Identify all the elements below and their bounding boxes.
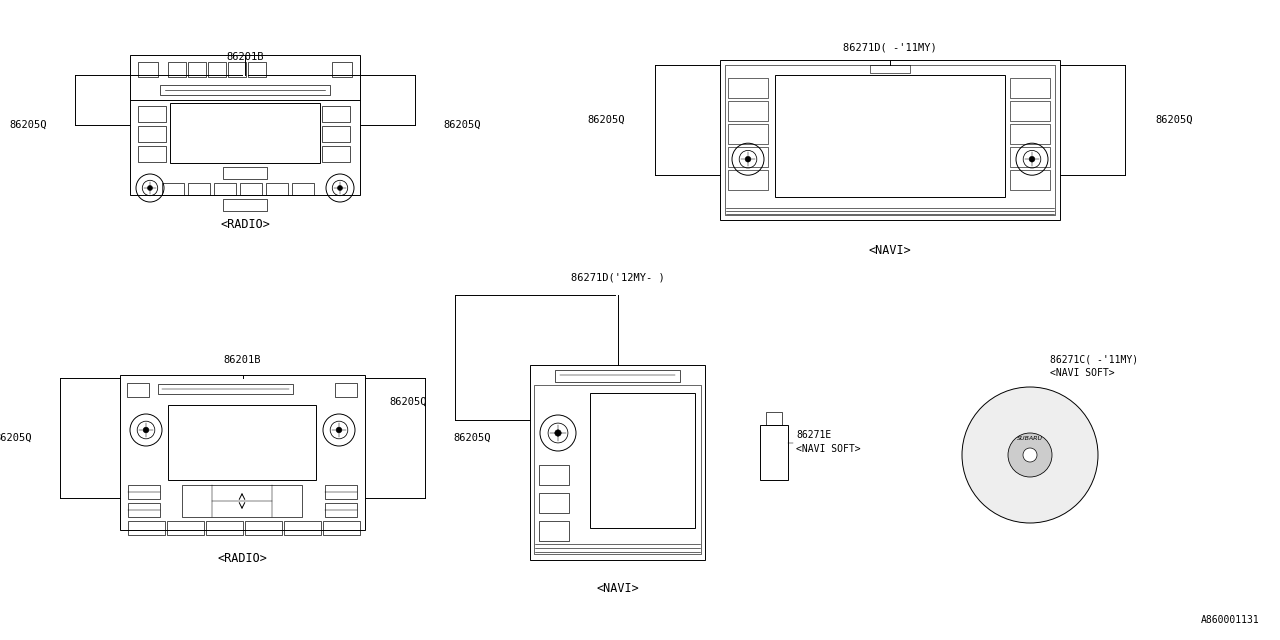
Bar [128,503,160,517]
Circle shape [1029,156,1036,162]
Bar [539,493,570,513]
Bar [325,503,357,517]
Bar [1010,124,1050,144]
Bar [223,199,268,211]
Text: 86205Q: 86205Q [389,397,428,407]
Bar [539,521,570,541]
Circle shape [963,387,1098,523]
Bar [1010,170,1050,190]
Bar [131,55,360,195]
Bar [163,183,184,195]
Bar [182,485,302,517]
Bar [724,65,1055,215]
Text: <RADIO>: <RADIO> [218,552,268,564]
Text: 86271C( -'11MY): 86271C( -'11MY) [1050,354,1138,364]
Bar [157,384,293,394]
Bar [870,65,910,73]
Bar [214,183,236,195]
Bar [241,183,262,195]
Text: 86205Q: 86205Q [453,433,490,443]
Circle shape [147,186,152,191]
Bar [284,521,321,535]
Bar [1010,78,1050,98]
Text: SUBARU: SUBARU [1016,436,1043,442]
Bar [539,465,570,485]
Text: 86201B: 86201B [224,355,261,365]
Bar [223,167,268,179]
Text: <NAVI>: <NAVI> [596,582,639,595]
Bar [728,170,768,190]
Text: 86271D('12MY- ): 86271D('12MY- ) [571,272,664,282]
Bar [335,383,357,397]
Bar [160,85,330,95]
Bar [138,62,157,77]
Bar [1010,147,1050,167]
Bar [168,405,316,480]
Text: 86205Q: 86205Q [588,115,625,125]
Bar [534,385,701,554]
Bar [188,183,210,195]
Circle shape [1023,448,1037,462]
Bar [138,126,166,142]
Bar [530,365,705,560]
Text: <NAVI SOFT>: <NAVI SOFT> [796,444,860,454]
Bar [168,62,186,77]
Bar [719,60,1060,220]
Bar [325,485,357,499]
Text: <RADIO>: <RADIO> [220,218,270,232]
Bar [728,101,768,121]
Bar [323,106,349,122]
Bar [332,62,352,77]
Text: 86271D( -'11MY): 86271D( -'11MY) [844,42,937,52]
Bar [127,383,148,397]
Circle shape [143,427,148,433]
Circle shape [337,427,342,433]
Text: 86271E: 86271E [796,430,831,440]
Text: 86205Q: 86205Q [0,433,32,443]
Circle shape [1009,433,1052,477]
Bar [128,485,160,499]
Bar [556,370,680,382]
Bar [228,62,246,77]
Bar [166,521,204,535]
Bar [728,124,768,144]
Circle shape [554,430,561,436]
Bar [323,521,360,535]
Bar [728,147,768,167]
Text: 86205Q: 86205Q [1155,115,1193,125]
Text: 86201B: 86201B [227,52,264,62]
Bar [266,183,288,195]
Bar [590,393,695,528]
Text: A860001131: A860001131 [1201,615,1260,625]
Bar [774,75,1005,197]
Bar [138,146,166,162]
Bar [323,126,349,142]
Bar [138,106,166,122]
Bar [244,521,282,535]
Bar [207,62,227,77]
Text: 86205Q: 86205Q [443,120,480,130]
Bar [128,521,165,535]
Text: <NAVI>: <NAVI> [869,243,911,257]
Bar [170,103,320,163]
Bar [292,183,314,195]
Bar [760,425,788,480]
Text: 86205Q: 86205Q [9,120,47,130]
Bar [323,146,349,162]
Bar [765,412,782,425]
Circle shape [745,156,751,162]
Bar [248,62,266,77]
Bar [728,78,768,98]
Bar [120,375,365,530]
Bar [206,521,243,535]
Bar [1010,101,1050,121]
Bar [188,62,206,77]
Circle shape [338,186,343,191]
Text: <NAVI SOFT>: <NAVI SOFT> [1050,368,1115,378]
